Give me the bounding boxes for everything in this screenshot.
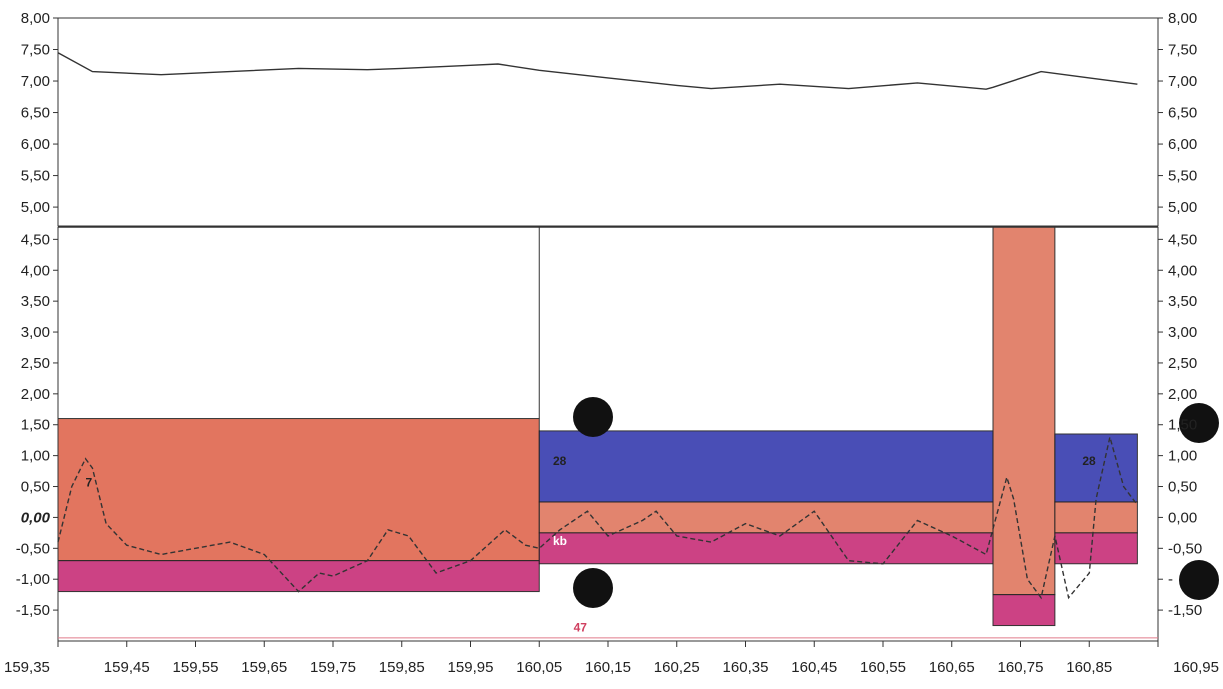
lower-left-tick-label-3: 3,00 bbox=[21, 324, 50, 341]
lower-right-tick-label-6: 1,50 bbox=[1168, 417, 1197, 434]
upper-right-tick-label-3: 6,50 bbox=[1168, 105, 1197, 122]
band-6 bbox=[992, 226, 1056, 596]
x-tick-label-5: 159,85 bbox=[379, 659, 425, 676]
x-tick-label-16: 160,95 bbox=[1173, 659, 1219, 676]
lower-right-tick-label-9: 0,00 bbox=[1168, 509, 1197, 526]
x-tick-label-15: 160,85 bbox=[1066, 659, 1112, 676]
lower-right-tick-label-10: -0,50 bbox=[1168, 540, 1202, 557]
band-labels: 7 28 kb 28 47 bbox=[86, 454, 1097, 635]
lower-right-tick-label-1: 4,00 bbox=[1168, 262, 1197, 279]
band-10 bbox=[1054, 532, 1138, 565]
upper-right-tick-label-6: 5,00 bbox=[1168, 199, 1197, 216]
x-tick-label-10: 160,35 bbox=[723, 659, 769, 676]
upper-left-tick-label-2: 7,00 bbox=[21, 73, 50, 90]
lower-left-tick-label-0: 4,50 bbox=[21, 231, 50, 248]
band-1 bbox=[57, 560, 540, 593]
band-label-4: 47 bbox=[574, 621, 588, 635]
lower-left-tick-label-12: -1,50 bbox=[16, 602, 50, 619]
band-5 bbox=[538, 532, 994, 565]
lower-left-tick-label-1: 4,00 bbox=[21, 262, 50, 279]
lower-right-tick-label-0: 4,50 bbox=[1168, 231, 1197, 248]
upper-panel-frame bbox=[57, 17, 1159, 227]
band-label-3: 28 bbox=[1082, 454, 1096, 468]
lower-right-tick-label-4: 2,50 bbox=[1168, 355, 1197, 372]
lower-left-tick-label-2: 3,50 bbox=[21, 293, 50, 310]
upper-left-tick-label-1: 7,50 bbox=[21, 42, 50, 59]
band-label-0: 7 bbox=[86, 476, 93, 490]
lower-left-tick-label-10: -0,50 bbox=[16, 540, 50, 557]
band-3 bbox=[538, 430, 994, 503]
lower-panel-bands bbox=[57, 226, 1138, 627]
marker-dot-3 bbox=[1179, 560, 1219, 600]
lower-right-tick-label-2: 3,50 bbox=[1168, 293, 1197, 310]
axis-layer: 8,00 7,50 7,00 6,50 6,00 5,50 5,00 8,00 7,50 7,00… bbox=[4, 10, 1219, 676]
band-9 bbox=[1054, 501, 1138, 534]
upper-right-tick-label-5: 5,50 bbox=[1168, 168, 1197, 185]
upper-right-tick-label-4: 6,00 bbox=[1168, 136, 1197, 153]
lower-right-tick-label-11: - bbox=[1168, 571, 1173, 588]
x-tick-label-14: 160,75 bbox=[998, 659, 1044, 676]
lower-right-tick-label-7: 1,00 bbox=[1168, 448, 1197, 465]
marker-dot-1 bbox=[573, 568, 613, 608]
band-8 bbox=[1054, 433, 1138, 503]
x-tick-label-11: 160,45 bbox=[791, 659, 837, 676]
lower-series-0 bbox=[57, 436, 1138, 600]
lower-left-tick-label-4: 2,50 bbox=[21, 355, 50, 372]
band-7 bbox=[992, 594, 1056, 627]
marker-layer bbox=[573, 397, 1219, 608]
upper-right-tick-label-2: 7,00 bbox=[1168, 73, 1197, 90]
x-tick-label-2: 159,55 bbox=[173, 659, 219, 676]
lower-left-tick-label-6: 1,50 bbox=[21, 417, 50, 434]
lower-right-tick-label-12: -1,50 bbox=[1168, 602, 1202, 619]
upper-plot-border bbox=[57, 17, 1159, 227]
lower-right-tick-label-3: 3,00 bbox=[1168, 324, 1197, 341]
upper-left-tick-label-4: 6,00 bbox=[21, 136, 50, 153]
x-tick-label-6: 159,95 bbox=[448, 659, 494, 676]
lower-right-tick-label-5: 2,00 bbox=[1168, 386, 1197, 403]
upper-left-tick-label-6: 5,00 bbox=[21, 199, 50, 216]
lower-right-tick-label-8: 0,50 bbox=[1168, 479, 1197, 496]
upper-right-tick-label-1: 7,50 bbox=[1168, 42, 1197, 59]
lower-left-tick-label-9: 0,00 bbox=[21, 509, 51, 526]
lower-left-tick-label-8: 0,50 bbox=[21, 479, 50, 496]
upper-right-tick-label-0: 8,00 bbox=[1168, 10, 1197, 27]
band-label-1: 28 bbox=[553, 454, 567, 468]
series-layer bbox=[57, 52, 1138, 600]
lower-left-tick-label-7: 1,00 bbox=[21, 448, 50, 465]
upper-left-tick-label-5: 5,50 bbox=[21, 168, 50, 185]
lower-left-tick-label-11: -1,00 bbox=[16, 571, 50, 588]
lower-left-tick-label-5: 2,00 bbox=[21, 386, 50, 403]
x-tick-label-9: 160,25 bbox=[654, 659, 700, 676]
x-tick-label-4: 159,75 bbox=[310, 659, 356, 676]
upper-left-tick-label-3: 6,50 bbox=[21, 105, 50, 122]
x-tick-label-12: 160,55 bbox=[860, 659, 906, 676]
x-tick-label-3: 159,65 bbox=[241, 659, 287, 676]
band-4 bbox=[538, 501, 994, 534]
x-tick-label-7: 160,05 bbox=[516, 659, 562, 676]
marker-dot-2 bbox=[1179, 403, 1219, 443]
x-tick-label-13: 160,65 bbox=[929, 659, 975, 676]
upper-series-0 bbox=[57, 52, 1138, 90]
x-tick-label-1: 159,45 bbox=[104, 659, 150, 676]
marker-dot-0 bbox=[573, 397, 613, 437]
band-0 bbox=[57, 418, 540, 562]
upper-left-tick-label-0: 8,00 bbox=[21, 10, 50, 27]
x-tick-label-8: 160,15 bbox=[585, 659, 631, 676]
band-label-2: kb bbox=[553, 534, 567, 548]
x-tick-label-0: 159,35 bbox=[4, 659, 50, 676]
